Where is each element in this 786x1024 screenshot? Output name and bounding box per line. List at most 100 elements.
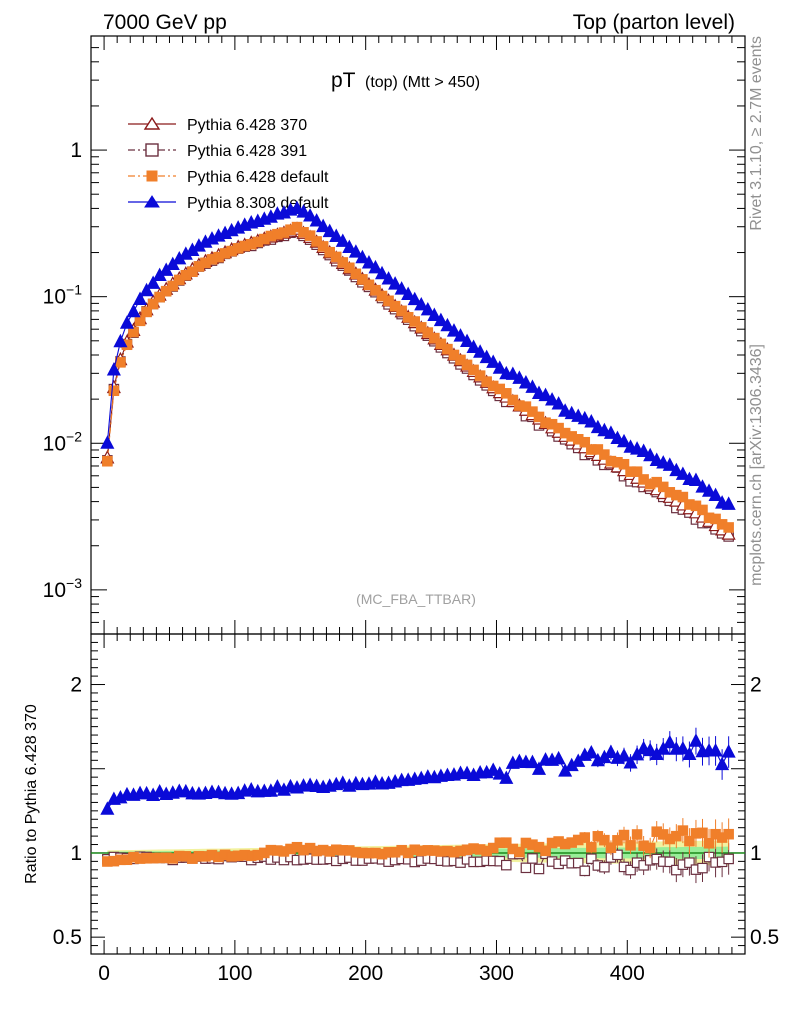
point-pdef: [350, 268, 362, 280]
ratio-point-p391: [527, 853, 538, 864]
point-p8: [584, 414, 599, 428]
point-p8: [675, 466, 690, 480]
ratio-point-p8: [531, 761, 547, 775]
analysis-watermark: (MC_FBA_TTBAR): [356, 591, 476, 607]
point-p8: [303, 208, 318, 222]
ratio-point-pdef: [599, 834, 610, 846]
ratio-point-pdef: [644, 842, 656, 854]
point-p8: [296, 204, 311, 218]
header-right: Top (parton level): [573, 11, 735, 34]
ratio-point-p391: [625, 864, 636, 876]
series-line-p391: [106, 231, 729, 537]
point-p8: [486, 354, 501, 368]
ratio-point-p391: [501, 859, 512, 871]
ratio-point-p8: [715, 756, 730, 771]
ratio-point-pdef: [579, 832, 591, 843]
point-pdef: [501, 388, 512, 399]
point-p8: [329, 228, 344, 242]
ratio-point-p8: [623, 755, 638, 769]
ratio-point-p8: [662, 734, 677, 749]
point-p8: [355, 249, 370, 264]
point-p8: [512, 370, 527, 384]
point-pdef: [710, 513, 721, 525]
ratio-point-p391: [520, 862, 532, 874]
x-tick-label: 0: [98, 962, 110, 985]
point-pdef: [363, 279, 375, 291]
point-p8: [662, 457, 677, 471]
point-pdef: [409, 316, 421, 327]
point-p8: [643, 447, 658, 462]
ratio-point-pdef: [703, 838, 715, 849]
point-pdef: [147, 298, 159, 310]
ratio-point-p391: [612, 849, 623, 861]
ratio-point-p391: [599, 861, 610, 873]
ratio-point-pdef: [631, 829, 643, 840]
point-pdef: [422, 327, 434, 338]
rivet-label: Rivet 3.1.10, ≥ 2.7M events: [748, 36, 765, 231]
point-pdef: [330, 251, 342, 263]
point-pdef: [167, 280, 179, 292]
point-pdef: [533, 411, 545, 423]
point-pdef: [657, 481, 669, 493]
point-p8: [695, 479, 710, 493]
point-p8: [525, 379, 540, 393]
ratio-point-p391: [572, 857, 584, 869]
point-pdef: [618, 458, 630, 470]
point-p8: [119, 315, 135, 329]
y-tick-label: 10−3: [43, 575, 83, 602]
point-pdef: [429, 332, 440, 344]
legend-item-pythia-6428-default: Pythia 6.428 default: [128, 169, 329, 186]
ratio-series-pdef: [102, 818, 734, 867]
point-pdef: [579, 436, 591, 448]
ratio-point-p8: [675, 740, 690, 755]
point-pdef: [435, 338, 447, 350]
ratio-y-tick-label: 1: [70, 842, 82, 865]
legend-marker-391: [145, 143, 159, 157]
point-p8: [440, 317, 455, 332]
ratio-point-p8: [643, 742, 658, 757]
point-p8: [322, 223, 337, 238]
series-line-p370: [106, 228, 729, 535]
point-pdef: [115, 357, 126, 368]
ratio-point-p8: [492, 766, 507, 780]
ratio-series: [91, 727, 745, 884]
point-p8: [492, 360, 507, 374]
point-p8: [106, 362, 121, 376]
point-pdef: [370, 284, 381, 296]
y-tick-label: 10−2: [43, 428, 83, 455]
legend-item-pythia-6428-391: Pythia 6.428 391: [128, 143, 307, 160]
point-pdef: [108, 385, 120, 397]
point-p8: [407, 291, 422, 306]
point-p8: [603, 425, 618, 439]
point-pdef: [599, 449, 610, 460]
point-pdef: [128, 326, 139, 338]
point-pdef: [723, 522, 734, 533]
point-pdef: [396, 305, 407, 317]
point-p8: [335, 233, 350, 247]
point-p8: [538, 387, 553, 402]
ratio-point-p8: [616, 748, 632, 762]
point-p8: [460, 333, 475, 348]
ratio-point-p8: [708, 743, 723, 757]
point-p8: [401, 286, 416, 300]
point-pdef: [677, 491, 689, 503]
x-tick-label: 100: [217, 962, 252, 985]
point-p8: [368, 259, 383, 274]
point-p8: [414, 296, 429, 311]
ratio-point-p8: [584, 744, 599, 759]
point-pdef: [442, 343, 453, 355]
point-pdef: [102, 455, 113, 467]
ratio-point-pdef: [586, 842, 597, 853]
point-p8: [374, 265, 390, 280]
ratio-point-pdef: [540, 845, 551, 857]
y-tick-label: 10−1: [43, 282, 83, 309]
ratio-point-p391: [671, 864, 682, 876]
ratio-point-p391: [723, 853, 734, 865]
point-p8: [342, 239, 357, 254]
point-p8: [721, 496, 736, 510]
mcplots-label: mcplots.cern.ch [arXiv:1306.3436]: [748, 344, 765, 586]
ratio-point-p8: [656, 741, 671, 755]
point-pdef: [357, 274, 368, 285]
series-line-p8: [106, 207, 729, 505]
ratio-axes: 0 100 200 300 400 0.5 0.5 1 1 2 2: [53, 634, 779, 985]
